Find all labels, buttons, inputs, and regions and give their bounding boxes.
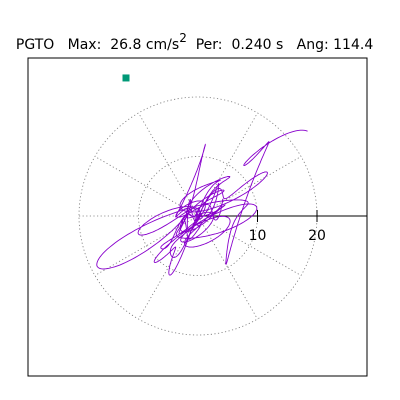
x-tick-label-20: 20 bbox=[308, 228, 326, 244]
per-label: Per: bbox=[195, 37, 223, 53]
plot-frame bbox=[27, 57, 368, 377]
station-code: PGTO bbox=[15, 37, 55, 53]
x-tick-label-10: 10 bbox=[249, 228, 267, 244]
header: PGTO Max: 26.8 cm/s2 Per: 0.240 s Ang: 1… bbox=[7, 21, 373, 53]
start-marker-group bbox=[122, 74, 130, 82]
x-axis: 10 20 bbox=[198, 210, 367, 244]
start-marker bbox=[122, 74, 130, 82]
max-label: Max: bbox=[67, 37, 102, 53]
motion-trace-line bbox=[96, 129, 308, 276]
motion-trace bbox=[96, 129, 308, 276]
max-exponent: 2 bbox=[179, 31, 187, 45]
grid-spoke-330 bbox=[197, 215, 302, 276]
ang-value: 114.4 bbox=[333, 37, 374, 53]
ang-label: Ang: bbox=[296, 37, 329, 53]
per-value: 0.240 s bbox=[231, 37, 284, 53]
max-value: 26.8 cm/s bbox=[110, 37, 180, 53]
